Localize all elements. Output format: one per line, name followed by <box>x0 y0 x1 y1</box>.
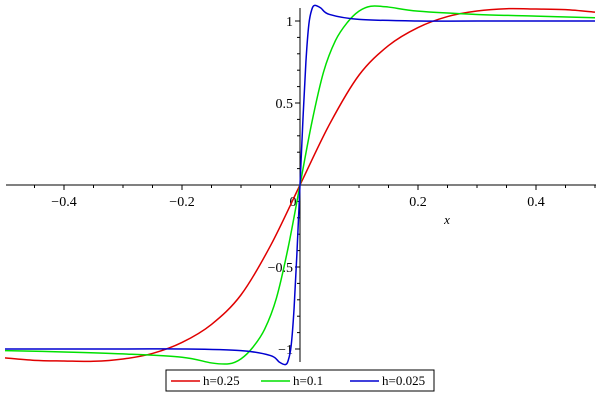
y-tick-label: 1 <box>286 15 293 30</box>
y-tick-label: −0.5 <box>268 261 293 276</box>
legend: h=0.25 h=0.1 h=0.025 <box>165 369 435 392</box>
axes: −0.4 −0.2 0 0.2 0.4−1−0.50.51x <box>6 8 596 362</box>
series-layer <box>4 4 596 366</box>
y-tick-label: 0.5 <box>276 97 294 112</box>
legend-label: h=0.25 <box>203 373 240 388</box>
x-tick-label: 0 <box>290 195 297 210</box>
legend-label: h=0.025 <box>382 373 425 388</box>
x-tick-label: −0.4 <box>51 195 76 210</box>
legend-box <box>165 369 435 392</box>
x-tick-label: −0.2 <box>169 195 194 210</box>
legend-label: h=0.1 <box>293 373 323 388</box>
series-line-h=0.025 <box>5 4 595 366</box>
x-tick-label: 0.4 <box>527 195 545 210</box>
x-tick-label: 0.2 <box>409 195 427 210</box>
x-axis-title: x <box>443 212 450 227</box>
